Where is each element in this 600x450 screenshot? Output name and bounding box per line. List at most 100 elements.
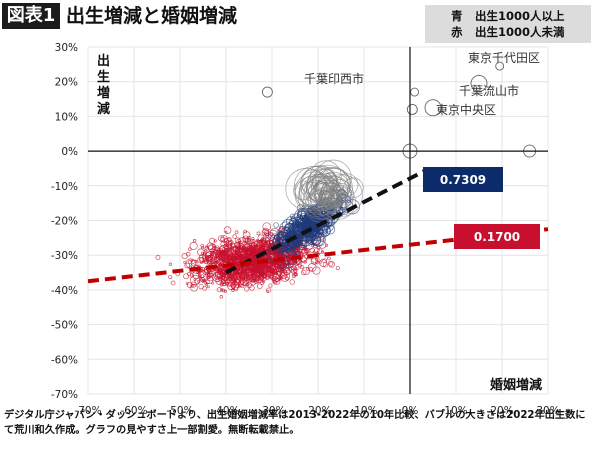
bubble-red — [278, 269, 282, 273]
bubble-large — [293, 180, 313, 201]
regression-label-box — [423, 167, 503, 192]
y-tick-label: -40% — [51, 285, 78, 297]
bubble-red — [271, 276, 279, 284]
bubble-red — [254, 244, 259, 249]
bubble-red — [217, 253, 223, 260]
y-axis-label-char: 増 — [97, 85, 110, 101]
bubble-red — [238, 283, 242, 287]
bubble-red — [234, 230, 239, 235]
bubble-blue — [315, 231, 321, 237]
bubble-red — [202, 279, 206, 282]
bubble-red — [206, 275, 211, 280]
bubble-red — [224, 251, 230, 257]
bubble-blue — [275, 248, 281, 255]
bubble-red — [202, 285, 208, 291]
regression-label-box — [454, 224, 540, 249]
footnote-line-2: て荒川和久作成。グラフの見やすさ上一部割愛。無断転載禁止。 — [4, 424, 300, 436]
bubble-red — [236, 249, 240, 253]
bubble-red — [242, 235, 250, 243]
bubble-red — [286, 257, 290, 261]
bubble-large — [319, 182, 344, 207]
bubble-red — [206, 254, 216, 265]
y-axis-label-char: 減 — [97, 101, 110, 117]
bubble-red — [220, 288, 224, 292]
bubble-red — [215, 274, 218, 278]
x-axis-label: 婚姻増減 — [490, 377, 542, 393]
bubble-red — [197, 256, 204, 264]
bubble-red — [260, 238, 264, 243]
bubble-red — [293, 269, 298, 273]
y-axis-label-char: 出 — [97, 53, 110, 69]
bubble-red — [249, 239, 254, 244]
bubble-red — [170, 280, 176, 286]
y-tick-label: 0% — [61, 146, 78, 158]
page-title: 出生増減と婚姻増減 — [66, 5, 238, 27]
bubble-red — [266, 290, 270, 293]
bubble-blue — [321, 229, 327, 235]
bubble-red — [233, 249, 236, 252]
bubble-red — [234, 237, 241, 244]
bubble-red — [233, 280, 237, 284]
legend-key-blue: 青 — [451, 9, 463, 23]
bubble-red — [322, 262, 329, 268]
bubble-red — [312, 250, 316, 254]
bubble-red — [268, 283, 273, 288]
bubble-red — [207, 269, 213, 275]
bubble-red — [274, 277, 278, 281]
bubble-red — [192, 270, 201, 279]
bubble-red — [200, 243, 205, 248]
bubble-blue — [313, 219, 325, 231]
bubble-large — [323, 185, 336, 199]
bubble-red — [186, 281, 193, 288]
bubble-red — [299, 265, 304, 269]
y-tick-label: -10% — [51, 181, 78, 193]
bubble-highlight — [495, 61, 505, 71]
point-label: 千葉流山市 — [459, 83, 519, 98]
bubble-red — [216, 287, 222, 293]
bubble-red — [314, 257, 318, 261]
bubble-blue — [303, 219, 310, 226]
bubble-red — [244, 248, 248, 252]
bubble-red — [231, 255, 237, 261]
bubble-red — [220, 240, 228, 248]
bubble-red — [249, 246, 255, 252]
bubble-red — [228, 277, 232, 282]
bubble-red — [183, 273, 190, 280]
bubble-red — [189, 273, 195, 278]
bubble-large — [320, 184, 356, 220]
bubble-large — [298, 181, 322, 206]
bubble-red — [249, 267, 254, 272]
bubble-red — [303, 260, 307, 264]
x-tick-label: 10% — [444, 405, 467, 417]
bubble-red — [223, 226, 232, 235]
x-tick-label: -10% — [350, 405, 377, 417]
bubble-red — [210, 251, 215, 256]
bubble-red — [228, 247, 232, 252]
bubble-red — [306, 267, 310, 271]
bubble-red — [260, 245, 265, 249]
bubble-red — [207, 244, 214, 250]
bubble-large — [331, 183, 352, 203]
bubble-red — [222, 258, 226, 263]
bubble-red — [244, 250, 250, 257]
regression-line — [87, 227, 549, 284]
regression-lines: 0.7309 0.1700 — [87, 167, 549, 284]
bubble-red — [185, 251, 191, 257]
bubble-red — [187, 259, 192, 265]
bubble-blue — [297, 240, 303, 247]
y-axis-label: 出生増減 — [97, 53, 110, 117]
bubble-red — [204, 249, 208, 253]
bubble-large — [327, 189, 346, 207]
bubble-red — [168, 274, 173, 280]
bubble-red — [257, 283, 263, 289]
bubble-red — [328, 261, 335, 268]
bubble-red — [217, 235, 225, 242]
bubble-red — [280, 275, 284, 279]
legend: 青出生1000人以上 赤出生1000人未満 — [425, 5, 591, 43]
x-tick-label: -60% — [120, 405, 147, 417]
bubble-red — [225, 281, 230, 286]
bubble-red — [184, 262, 191, 269]
bubble-blue — [313, 225, 320, 232]
